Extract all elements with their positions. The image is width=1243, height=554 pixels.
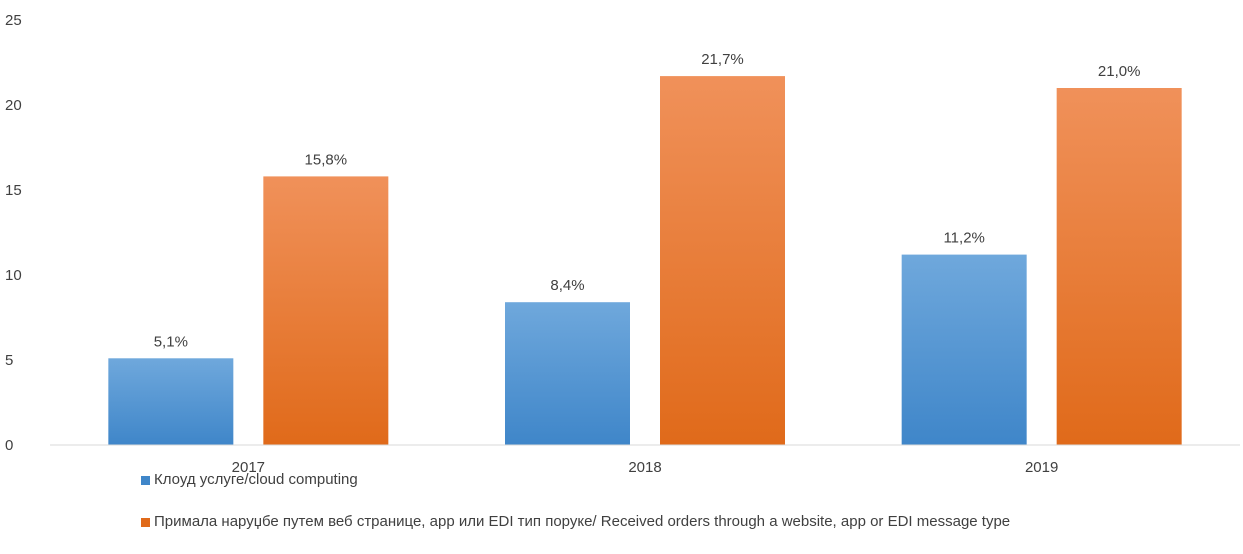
- y-tick-label: 20: [5, 97, 22, 114]
- bars: 5,1% 15,8% 8,4% 21,7% 11,2% 21,0%: [108, 51, 1182, 445]
- data-label: 11,2%: [943, 230, 984, 247]
- legend: Клоуд услуге/cloud computing Примала нар…: [141, 470, 1141, 554]
- data-label: 8,4%: [550, 277, 584, 294]
- data-label: 21,7%: [701, 51, 744, 68]
- legend-label-orders: Примала наруџбе путем веб странице, app …: [154, 513, 1011, 530]
- y-tick-label: 0: [5, 437, 13, 454]
- x-axis-ticks: 2017 2018 2019: [232, 459, 1059, 476]
- y-tick-label: 5: [5, 352, 13, 369]
- bar-2018-series-0: [505, 302, 630, 445]
- data-label: 5,1%: [154, 333, 188, 350]
- bar-2018-series-1: [660, 76, 785, 445]
- data-label: 21,0%: [1098, 63, 1141, 80]
- y-axis-ticks: 0 5 10 15 20 25: [5, 12, 22, 454]
- x-tick-label: 2018: [628, 459, 661, 476]
- legend-label-cloud: Клоуд услуге/cloud computing: [154, 471, 358, 488]
- y-tick-label: 10: [5, 267, 22, 284]
- bar-2019-series-0: [901, 254, 1027, 445]
- y-tick-label: 25: [5, 12, 22, 29]
- legend-item-orders: Примала наруџбе путем веб странице, app …: [141, 512, 1141, 532]
- legend-swatch-cloud: [141, 476, 150, 485]
- x-tick-label: 2017: [232, 459, 265, 476]
- y-tick-label: 15: [5, 182, 22, 199]
- legend-swatch-orders: [141, 518, 150, 527]
- bar-2017-series-1: [263, 176, 389, 445]
- bar-2019-series-1: [1056, 88, 1182, 445]
- x-tick-label: 2019: [1025, 459, 1058, 476]
- data-label: 15,8%: [305, 151, 348, 168]
- bar-2017-series-0: [108, 358, 234, 445]
- legend-item-cloud: Клоуд услуге/cloud computing: [141, 470, 1141, 490]
